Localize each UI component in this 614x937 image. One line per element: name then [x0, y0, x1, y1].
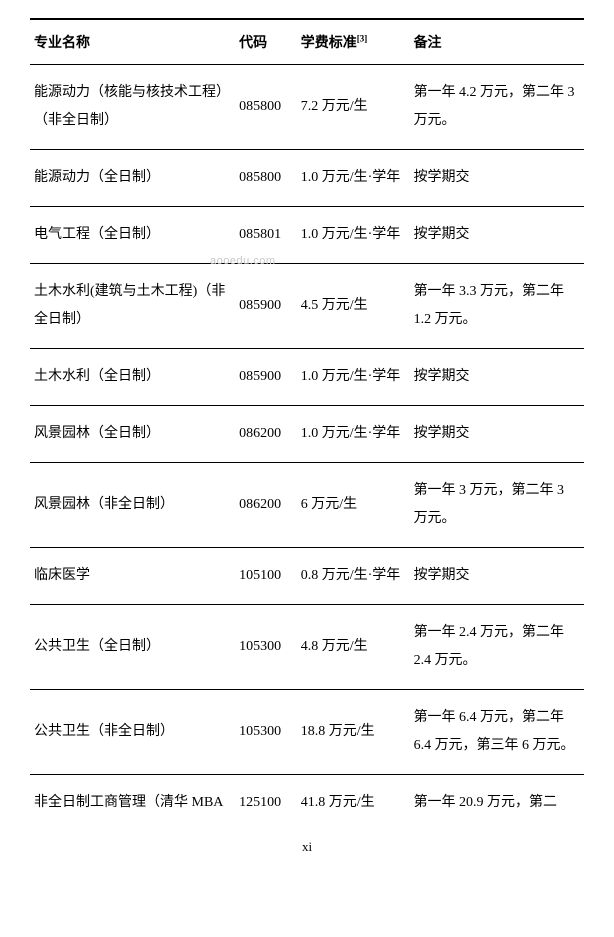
- cell-note: 第一年 20.9 万元，第二: [410, 775, 584, 832]
- cell-name: 非全日制工商管理（清华 MBA: [30, 775, 235, 832]
- cell-code: 085900: [235, 349, 297, 406]
- cell-note: 第一年 4.2 万元，第二年 3 万元。: [410, 65, 584, 150]
- cell-name: 土木水利(建筑与土木工程)（非全日制）: [30, 264, 235, 349]
- cell-fee: 1.0 万元/生·学年: [297, 207, 410, 264]
- cell-code: 105300: [235, 690, 297, 775]
- cell-code: 105100: [235, 548, 297, 605]
- cell-fee: 1.0 万元/生·学年: [297, 150, 410, 207]
- table-row: 电气工程（全日制） 085801 1.0 万元/生·学年 按学期交: [30, 207, 584, 264]
- cell-code: 085800: [235, 65, 297, 150]
- tuition-table: 专业名称 代码 学费标准[3] 备注 能源动力（核能与核技术工程）（非全日制） …: [30, 18, 584, 831]
- table-row: 能源动力（全日制） 085800 1.0 万元/生·学年 按学期交: [30, 150, 584, 207]
- table-row: 公共卫生（非全日制） 105300 18.8 万元/生 第一年 6.4 万元，第…: [30, 690, 584, 775]
- cell-note: 第一年 2.4 万元，第二年 2.4 万元。: [410, 605, 584, 690]
- table-row: 能源动力（核能与核技术工程）（非全日制） 085800 7.2 万元/生 第一年…: [30, 65, 584, 150]
- header-code: 代码: [235, 19, 297, 65]
- cell-name: 临床医学: [30, 548, 235, 605]
- cell-code: 105300: [235, 605, 297, 690]
- header-fee: 学费标准[3]: [297, 19, 410, 65]
- table-header-row: 专业名称 代码 学费标准[3] 备注: [30, 19, 584, 65]
- cell-code: 125100: [235, 775, 297, 832]
- cell-name: 能源动力（核能与核技术工程）（非全日制）: [30, 65, 235, 150]
- cell-note: 第一年 3.3 万元，第二年 1.2 万元。: [410, 264, 584, 349]
- cell-name: 土木水利（全日制）: [30, 349, 235, 406]
- cell-name: 风景园林（非全日制）: [30, 463, 235, 548]
- page-number: xi: [30, 831, 584, 863]
- cell-fee: 41.8 万元/生: [297, 775, 410, 832]
- cell-fee: 4.5 万元/生: [297, 264, 410, 349]
- cell-note: 按学期交: [410, 548, 584, 605]
- cell-name: 公共卫生（非全日制）: [30, 690, 235, 775]
- table-row: 临床医学 105100 0.8 万元/生·学年 按学期交: [30, 548, 584, 605]
- cell-note: 第一年 3 万元，第二年 3 万元。: [410, 463, 584, 548]
- table-row: 土木水利(建筑与土木工程)（非全日制） 085900 4.5 万元/生 第一年 …: [30, 264, 584, 349]
- cell-note: 按学期交: [410, 406, 584, 463]
- cell-note: 按学期交: [410, 150, 584, 207]
- table-row: 风景园林（全日制） 086200 1.0 万元/生·学年 按学期交: [30, 406, 584, 463]
- cell-note: 第一年 6.4 万元，第二年 6.4 万元，第三年 6 万元。: [410, 690, 584, 775]
- watermark-text: aooedu.com: [210, 255, 276, 267]
- cell-fee: 1.0 万元/生·学年: [297, 406, 410, 463]
- cell-fee: 0.8 万元/生·学年: [297, 548, 410, 605]
- table-row: 公共卫生（全日制） 105300 4.8 万元/生 第一年 2.4 万元，第二年…: [30, 605, 584, 690]
- cell-fee: 7.2 万元/生: [297, 65, 410, 150]
- cell-fee: 4.8 万元/生: [297, 605, 410, 690]
- cell-code: 086200: [235, 406, 297, 463]
- cell-name: 公共卫生（全日制）: [30, 605, 235, 690]
- cell-name: 风景园林（全日制）: [30, 406, 235, 463]
- cell-name: 能源动力（全日制）: [30, 150, 235, 207]
- cell-fee: 6 万元/生: [297, 463, 410, 548]
- table-row: 风景园林（非全日制） 086200 6 万元/生 第一年 3 万元，第二年 3 …: [30, 463, 584, 548]
- cell-code: 086200: [235, 463, 297, 548]
- table-body: 能源动力（核能与核技术工程）（非全日制） 085800 7.2 万元/生 第一年…: [30, 65, 584, 832]
- header-name: 专业名称: [30, 19, 235, 65]
- cell-note: 按学期交: [410, 207, 584, 264]
- cell-fee: 1.0 万元/生·学年: [297, 349, 410, 406]
- cell-code: 085800: [235, 150, 297, 207]
- cell-fee: 18.8 万元/生: [297, 690, 410, 775]
- cell-note: 按学期交: [410, 349, 584, 406]
- table-row: 非全日制工商管理（清华 MBA 125100 41.8 万元/生 第一年 20.…: [30, 775, 584, 832]
- table-row: 土木水利（全日制） 085900 1.0 万元/生·学年 按学期交: [30, 349, 584, 406]
- cell-code: 085900: [235, 264, 297, 349]
- cell-name: 电气工程（全日制）: [30, 207, 235, 264]
- header-note: 备注: [410, 19, 584, 65]
